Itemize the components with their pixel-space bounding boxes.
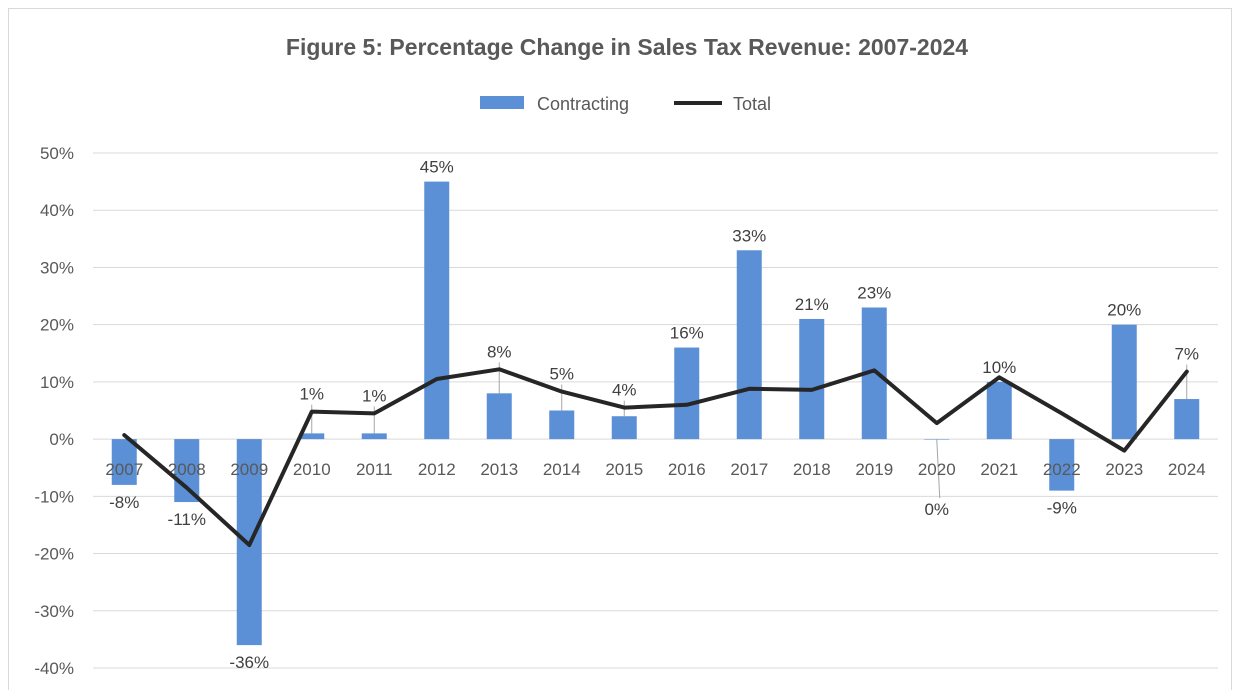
legend-label-contracting: Contracting <box>537 94 629 114</box>
data-label: 33% <box>732 226 766 245</box>
line-total <box>122 367 1189 547</box>
x-tick-label: 2011 <box>356 460 393 479</box>
data-label: 45% <box>420 158 454 177</box>
x-tick-label: 2009 <box>230 460 268 479</box>
legend: Contracting Total <box>480 94 771 114</box>
bar-contracting <box>736 250 762 440</box>
x-tick-label: 2015 <box>605 460 643 479</box>
data-label: 23% <box>857 284 891 303</box>
y-axis-ticks: 50% 40% 30% 20% 10% 0% -10% -20% -30% -40% <box>34 144 74 678</box>
y-tick-label: -40% <box>34 659 74 678</box>
bar-contracting <box>611 416 637 440</box>
x-tick-label: 2012 <box>418 460 456 479</box>
bar-contracting <box>986 381 1012 440</box>
data-label: 5% <box>549 365 574 384</box>
legend-label-total: Total <box>733 94 771 114</box>
chart-frame <box>8 8 1232 690</box>
data-label: -8% <box>109 493 139 512</box>
x-tick-label: 2007 <box>105 460 143 479</box>
y-tick-label: 10% <box>40 373 74 392</box>
bar-contracting <box>674 347 700 440</box>
bar-contracting <box>361 433 387 440</box>
bar-contracting <box>486 393 512 440</box>
data-label: -11% <box>168 510 206 529</box>
data-labels: -8% -11% -36% 1% 1% 45% 8% 5% 4% 16% 33% 21% 23% 0% 10… <box>109 158 1199 672</box>
bar-contracting <box>1049 439 1075 491</box>
data-label: 1% <box>299 385 324 404</box>
data-label: 10% <box>982 358 1016 377</box>
chart-title: Figure 5: Percentage Change in Sales Tax… <box>286 34 968 60</box>
leader-line <box>936 439 941 499</box>
y-tick-label: -20% <box>34 545 74 564</box>
x-tick-label: 2024 <box>1168 460 1206 479</box>
total-line-group <box>122 367 1189 547</box>
bar-contracting <box>1174 399 1200 440</box>
x-tick-label: 2014 <box>543 460 581 479</box>
x-tick-label: 2013 <box>480 460 518 479</box>
data-label: 16% <box>670 324 704 343</box>
y-tick-label: 50% <box>40 144 74 163</box>
x-tick-label: 2021 <box>980 460 1018 479</box>
data-label: 21% <box>795 295 829 314</box>
data-label: -9% <box>1047 499 1077 518</box>
y-tick-label: 0% <box>49 430 74 449</box>
bar-contracting <box>1111 324 1137 440</box>
x-tick-label: 2018 <box>793 460 831 479</box>
x-tick-label: 2016 <box>668 460 706 479</box>
data-label: 7% <box>1174 345 1199 364</box>
bar-contracting <box>174 439 200 503</box>
x-tick-label: 2020 <box>918 460 956 479</box>
gridlines <box>93 152 1218 669</box>
data-label: 20% <box>1107 301 1141 320</box>
bar-contracting <box>424 181 450 440</box>
data-label: 0% <box>924 500 949 519</box>
x-tick-label: 2023 <box>1105 460 1143 479</box>
bar-contracting <box>799 318 825 440</box>
bars <box>111 181 1200 646</box>
x-tick-label: 2017 <box>730 460 768 479</box>
x-tick-label: 2019 <box>855 460 893 479</box>
y-tick-label: 40% <box>40 201 74 220</box>
data-label: 4% <box>612 381 637 400</box>
bar-contracting <box>111 439 137 485</box>
legend-swatch-contracting <box>480 96 524 109</box>
y-tick-label: -30% <box>34 602 74 621</box>
bar-contracting <box>549 410 575 440</box>
y-tick-label: -10% <box>34 487 74 506</box>
y-tick-label: 30% <box>40 258 74 277</box>
x-tick-label: 2008 <box>168 460 206 479</box>
data-label: 8% <box>487 342 512 361</box>
x-axis-ticks: 2007 2008 2009 2010 2011 2012 2013 2014 2015 2016… <box>105 460 1205 479</box>
data-label: -36% <box>229 653 269 672</box>
x-tick-label: 2022 <box>1043 460 1081 479</box>
y-tick-label: 20% <box>40 316 74 335</box>
data-label: 1% <box>362 386 387 405</box>
x-tick-label: 2010 <box>293 460 331 479</box>
bar-contracting <box>299 433 325 440</box>
